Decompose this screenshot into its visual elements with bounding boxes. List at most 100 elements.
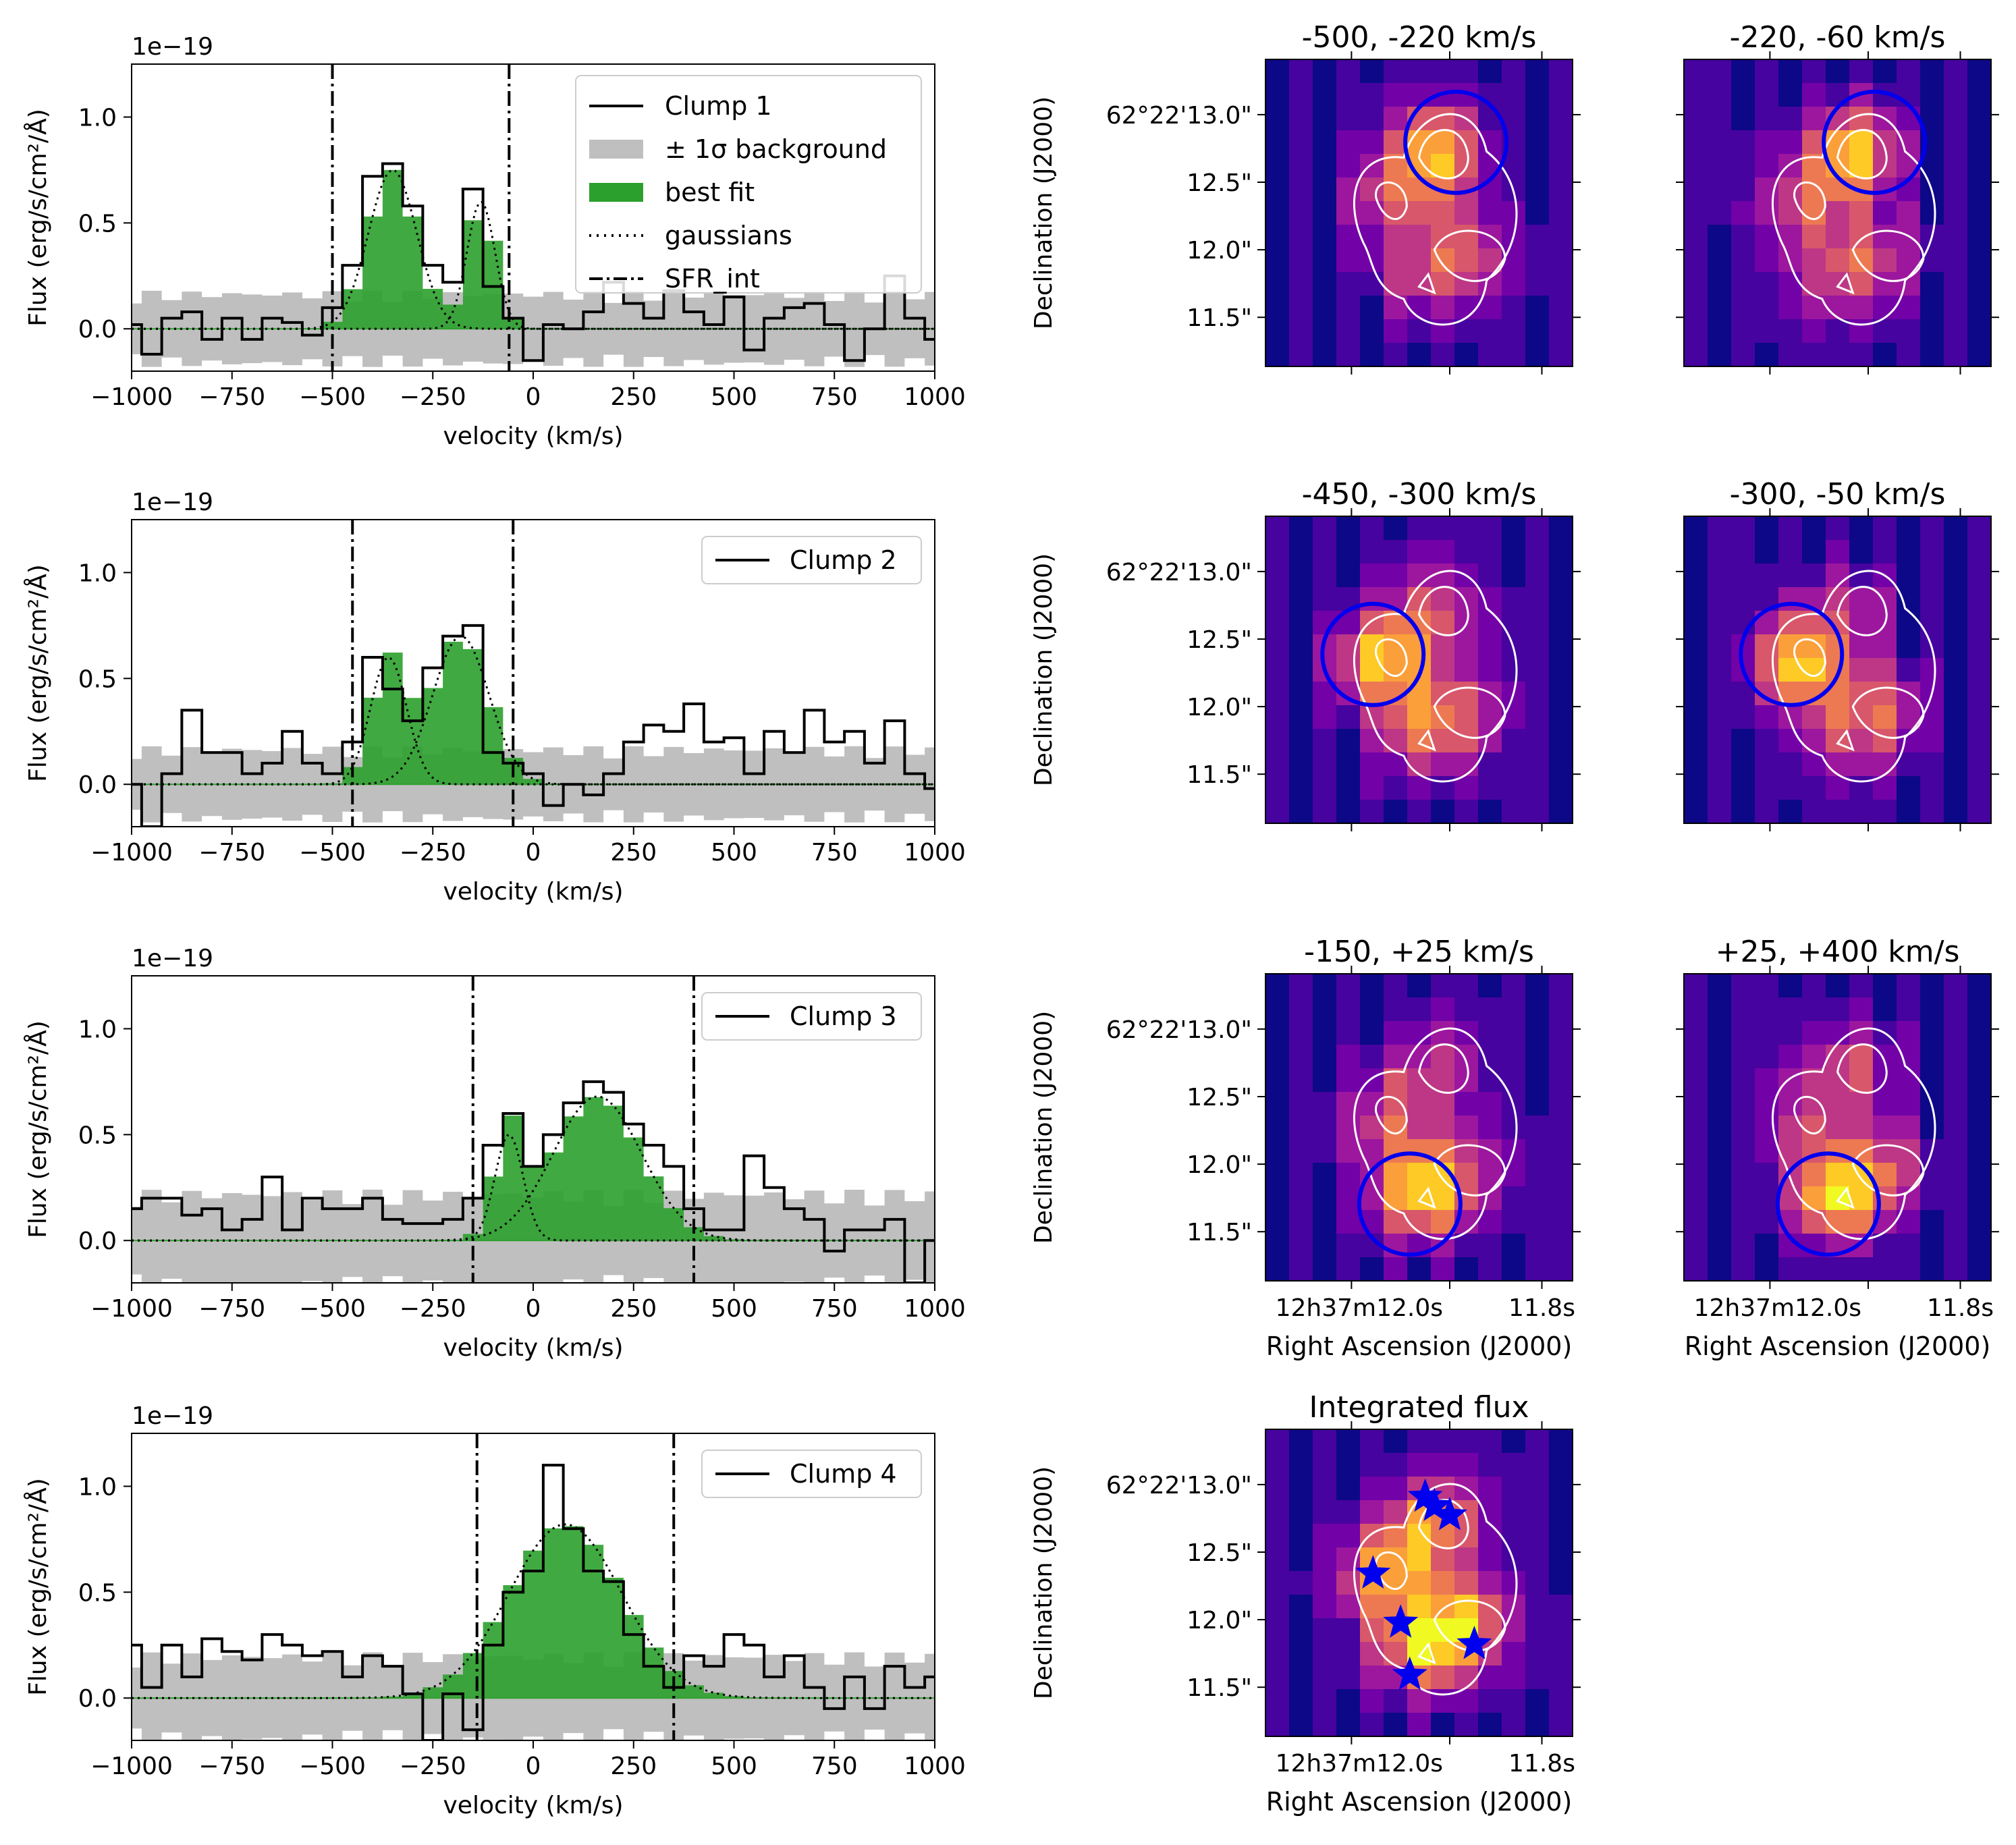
map-pixel [1708,343,1732,367]
map-pixel [1778,634,1803,659]
y-tick-label: 0.5 [78,210,117,238]
map-pixel [1431,1595,1455,1619]
map-pixel [1944,682,1968,706]
map-pixel [1944,800,1968,824]
map-pixel [1778,1186,1803,1211]
map-pixel [1731,83,1755,107]
map-pixel [1684,752,1708,777]
map-pixel [1731,1163,1755,1187]
map-pixel [1454,1139,1479,1163]
map-pixel [1708,611,1732,635]
map-pixel [1802,1092,1826,1116]
map-pixel [1755,59,1779,84]
dec-tick-label: 62°22'13.0" [1106,1016,1252,1044]
map-pixel [1289,272,1313,296]
map-pixel [1684,343,1708,367]
map-pixel [1684,319,1708,343]
map-pixel [1967,1186,1992,1211]
map-pixel [1802,1257,1826,1282]
map-pixel [1731,1186,1755,1211]
map-pixel [1778,107,1803,131]
map-pixel [1849,130,1874,155]
contour-4 [1433,1144,1506,1196]
map-pixel [1454,1689,1479,1713]
map-pixel [1407,177,1432,202]
map-pixel [1944,343,1968,367]
map-pixel [1920,59,1944,84]
map-pixel [1944,272,1968,296]
x-tick-label: 750 [811,1753,858,1780]
legend-box [701,992,922,1041]
map-pixel [1431,1713,1455,1737]
map-pixel [1731,729,1755,753]
legend-swatch-bg [589,140,643,159]
map-pixel [1289,248,1313,273]
map-pixel [1778,974,1803,998]
map-pixel [1778,997,1803,1022]
map-pixel [1265,1500,1290,1524]
map-pixel [1920,1045,1944,1069]
map-pixel [1731,516,1755,541]
map-pixel [1431,1210,1455,1234]
map-pixel [1684,729,1708,753]
map-pixel [1920,705,1944,729]
map-title: -300, -50 km/s [1730,477,1946,512]
map-pixel [1684,682,1708,706]
x-tick-label: −500 [299,839,366,866]
map-pixel [1407,1045,1432,1069]
map-pixel [1944,729,1968,753]
map-pixel [1755,83,1779,107]
map-pixel [1802,776,1826,800]
map-pixel [1384,1477,1408,1501]
map-pixel [1431,752,1455,777]
map-pixel [1289,1139,1313,1163]
map-pixel [1684,177,1708,202]
map-pixel [1755,997,1779,1022]
map-pixel [1265,682,1290,706]
map-pixel [1502,1186,1526,1211]
map-pixel [1755,516,1779,541]
offset-text: 1e−19 [132,33,213,61]
map-pixel [1778,1092,1803,1116]
map-pixel [1525,1234,1550,1258]
map-pixel [1384,1092,1408,1116]
map-pixel [1265,974,1290,998]
gaussian-component-2 [132,635,935,786]
map-pixel [1502,319,1526,343]
map-pixel [1684,1257,1708,1282]
map-pixel [1431,1045,1455,1069]
map-pixel [1336,1021,1361,1045]
map-pixel [1360,296,1384,320]
map-pixel [1549,752,1573,777]
map-pixel [1525,107,1550,131]
map-pixel [1407,319,1432,343]
map-pixel [1873,658,1897,682]
map-pixel [1944,1234,1968,1258]
map-pixel [1967,59,1992,84]
map-pixel [1755,1163,1779,1187]
map-pixel [1478,1571,1502,1595]
map-pixel [1755,1092,1779,1116]
map-pixel [1360,611,1384,635]
map-pixel [1967,343,1992,367]
map-pixel [1431,540,1455,564]
map-pixel [1478,1234,1502,1258]
map-pixel [1920,1257,1944,1282]
map-pixel [1802,343,1826,367]
map-pixel [1313,974,1337,998]
map-pixel [1289,974,1313,998]
map-pixel [1967,1163,1992,1187]
map-pixel [1360,1092,1384,1116]
map-pixel [1549,1429,1573,1454]
map-pixel [1967,800,1992,824]
map-pixel [1313,177,1337,202]
map-pixel [1549,1163,1573,1187]
map-pixel [1755,248,1779,273]
map-pixel [1454,540,1479,564]
y-axis-label: Flux (erg/s/cm²/Å) [23,109,52,327]
map-pixel [1360,974,1384,998]
map-pixel [1708,1116,1732,1140]
map-pixel [1944,154,1968,178]
map-pixel [1525,1595,1550,1619]
map-pixel [1920,516,1944,541]
